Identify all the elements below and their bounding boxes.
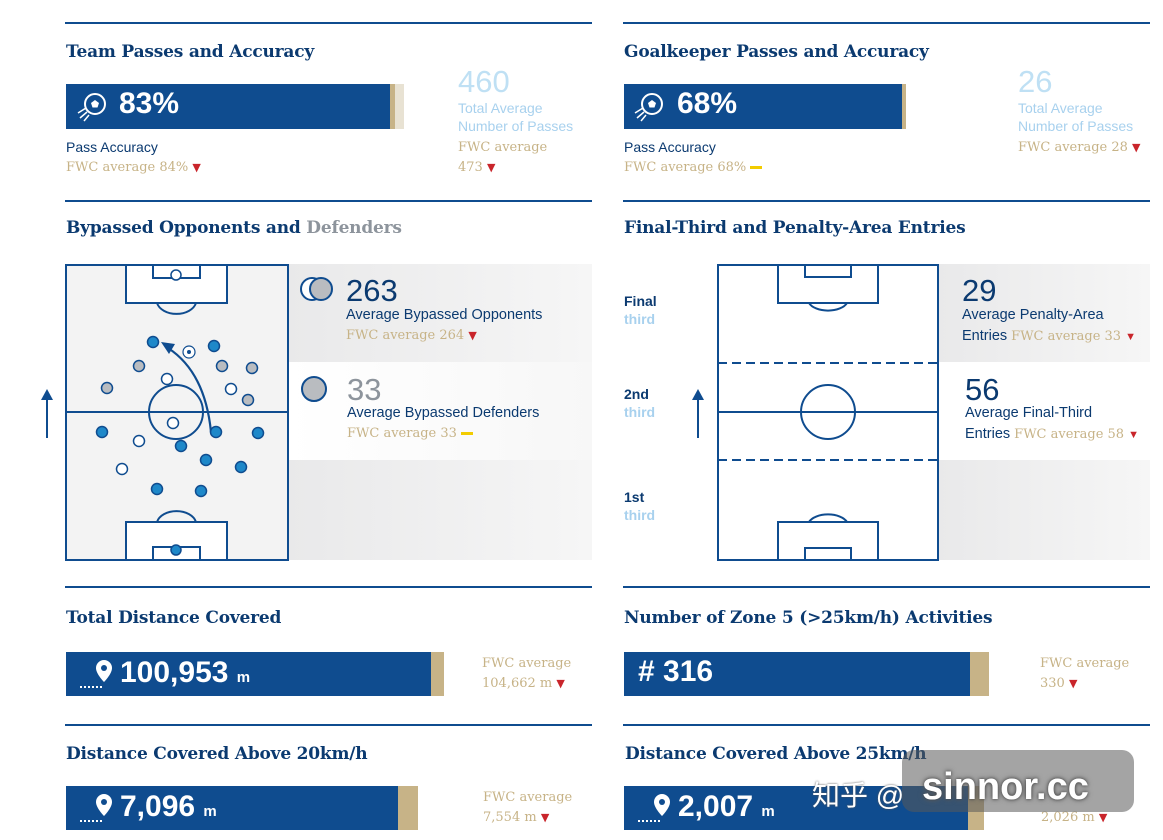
watermark-badge [902,750,1134,812]
zone-1st-label: 1st third [624,489,656,523]
section-rule [623,724,1150,726]
penalty-panel [938,264,1150,362]
penalty-label: Average Penalty-Area Entries FWC average … [962,307,1136,344]
empty-panel [938,460,1150,560]
dist20-title: Distance Covered Above 20km/h [66,744,368,764]
accuracy-fwc: FWC average 84% ▼ [66,160,201,175]
accuracy-fwc: FWC average 68% [624,158,763,178]
distance-value: 100,953 m [120,656,251,689]
fwc-marker [970,652,989,696]
down-arrow-icon: ▼ [1098,811,1108,824]
penalty-value: 29 [962,273,997,308]
location-pin-icon [638,792,672,829]
zone5-value: # 316 [638,655,714,688]
soccer-ball-icon [76,91,108,128]
dist20-fwc: FWC average 7,554 m ▼ [483,790,573,825]
entries-title: Final-Third and Penalty-Area Entries [624,218,966,238]
total-distance-title: Total Distance Covered [66,608,282,628]
zone-final-label: Final third [624,293,657,327]
total-passes-fwc: FWC average 28 ▼ [1018,140,1141,155]
defenders-fwc: FWC average 33 [347,424,473,444]
dist20-bar [66,786,398,830]
dist25-value: 2,007 m [678,790,775,823]
defenders-icon [300,375,328,408]
equal-dash-icon [460,432,473,435]
section-rule [65,200,592,202]
total-passes-label: Total Average Number of Passes [1018,100,1134,134]
defenders-label: Average Bypassed Defenders [347,405,540,421]
section-rule [65,586,592,588]
total-passes-label: Total Average Number of Passes [458,100,574,134]
accuracy-bar [624,84,902,129]
down-arrow-icon: ▼ [1128,429,1139,441]
down-arrow-icon: ▼ [468,329,477,342]
accuracy-value: 68% [677,87,738,120]
attack-direction-arrow-icon [38,388,56,445]
down-arrow-icon: ▼ [1068,677,1078,690]
distance-fwc: FWC average 104,662 m ▼ [482,656,572,691]
pitch-diagram [65,264,289,566]
down-arrow-icon: ▼ [486,161,496,174]
down-arrow-icon: ▼ [540,811,550,824]
fwc-marker [431,652,444,696]
location-pin-icon [80,792,114,829]
equal-dash-icon [750,166,763,169]
section-rule [65,724,592,726]
total-passes-value: 26 [1018,64,1053,99]
empty-panel [288,460,592,560]
down-arrow-icon: ▼ [556,677,565,690]
fwc-marker [398,786,418,830]
accuracy-value: 83% [119,87,180,120]
fwc-marker [902,84,906,129]
bypassed-title: Bypassed Opponents and Defenders [66,218,402,238]
opponents-panel [288,264,592,362]
final-value: 56 [965,372,1000,407]
final-label: Average Final-Third Entries FWC average 5… [965,405,1139,442]
down-arrow-icon: ▼ [1132,141,1141,154]
opponents-fwc: FWC average 264 ▼ [346,328,477,343]
distance-bar [66,652,431,696]
down-arrow-icon: ▼ [192,161,201,174]
dist25-fwc: 2,026 m ▼ [1041,810,1108,825]
zone5-bar [624,652,972,696]
defenders-panel [288,362,592,460]
opponents-value: 263 [346,273,398,308]
team-passes-title: Team Passes and Accuracy [66,42,315,62]
total-passes-value: 460 [458,64,510,99]
zone-2nd-label: 2nd third [624,386,656,420]
soccer-ball-icon [633,91,665,128]
section-rule [65,22,592,24]
zone5-title: Number of Zone 5 (>25km/h) Activities [624,608,993,628]
zone5-fwc: FWC average 330 ▼ [1040,656,1130,691]
opponents-icon [300,276,336,309]
dist20-value: 7,096 m [120,790,217,823]
down-arrow-icon: ▼ [1125,331,1136,343]
defenders-value: 33 [347,372,382,407]
section-rule [623,200,1150,202]
watermark-source: 知乎 @ [812,780,905,811]
dist25-title: Distance Covered Above 25km/h [625,744,927,764]
opponents-label: Average Bypassed Opponents [346,307,543,323]
attack-direction-arrow-icon [689,388,707,445]
location-pin-icon [80,658,114,695]
section-rule [623,22,1150,24]
section-rule [623,586,1150,588]
fwc-marker [390,84,395,129]
accuracy-bar [66,84,390,129]
gk-passes-title: Goalkeeper Passes and Accuracy [624,42,929,62]
accuracy-label: Pass Accuracy [624,139,716,155]
accuracy-label: Pass Accuracy [66,139,158,155]
total-passes-fwc: FWC average 473 ▼ [458,140,548,175]
watermark-text: sinnor.cc [922,766,1089,808]
zones-pitch-diagram [717,264,939,566]
